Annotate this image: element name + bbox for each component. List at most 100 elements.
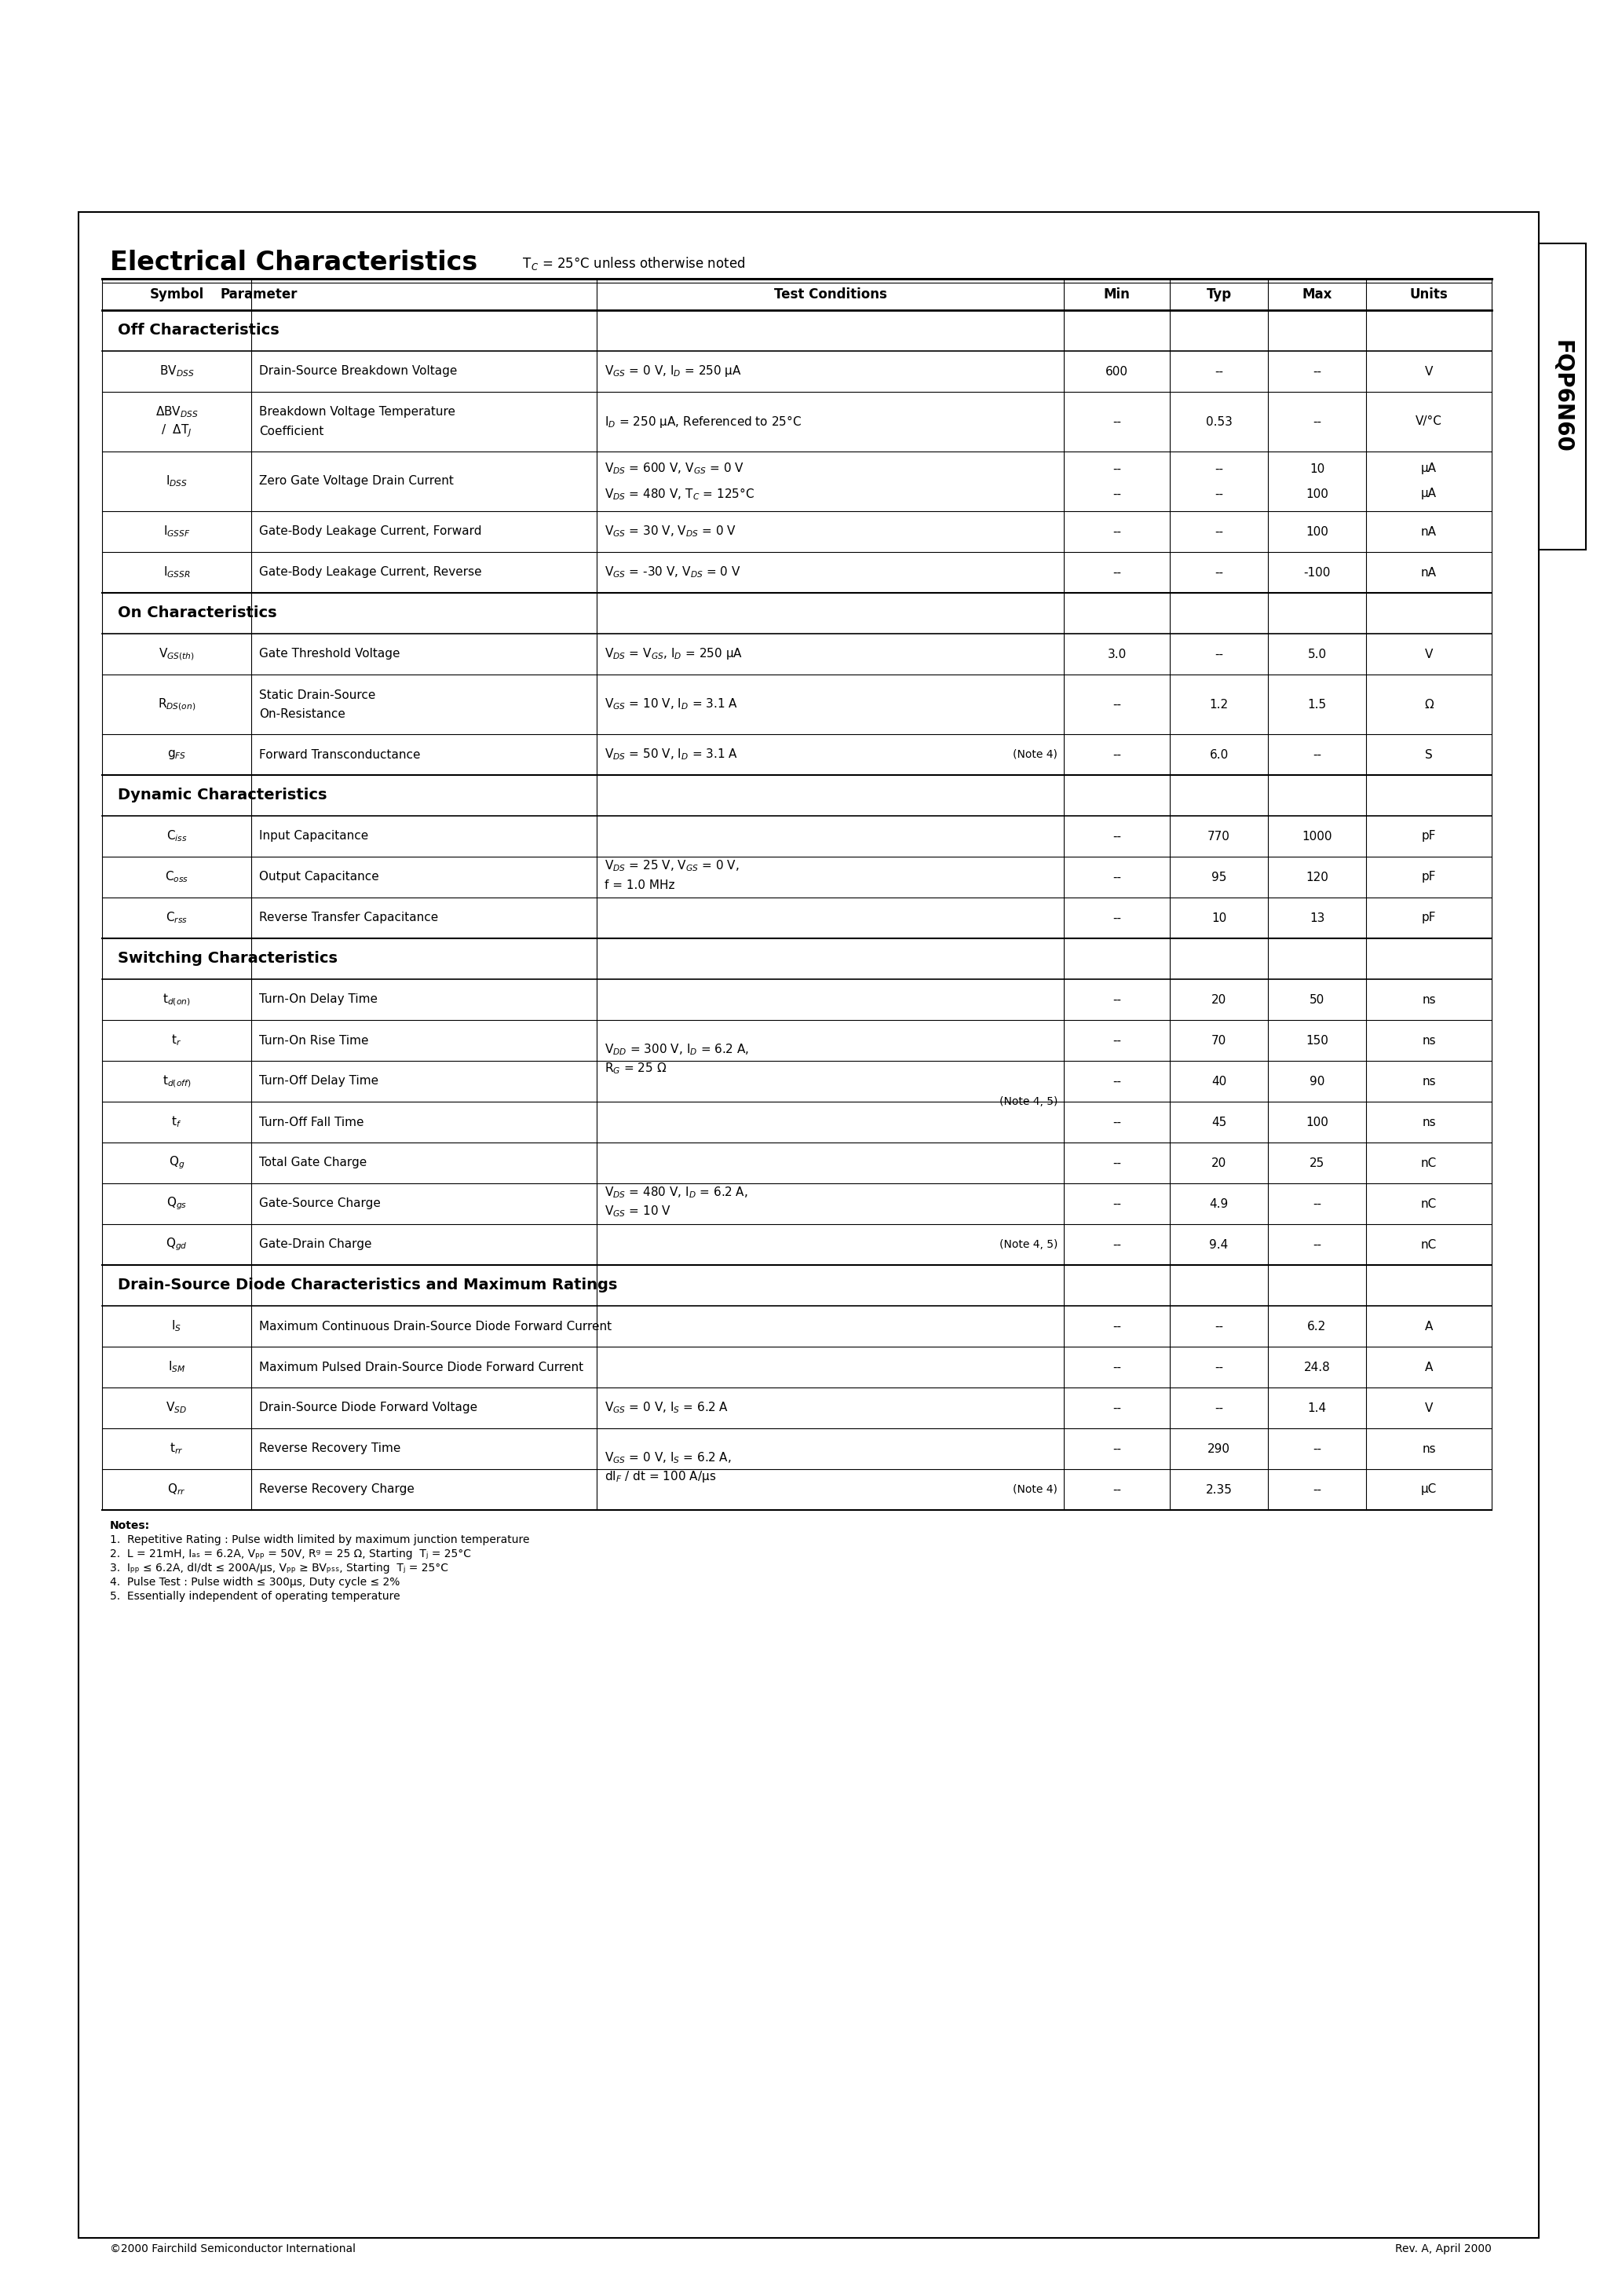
Text: Drain-Source Breakdown Voltage: Drain-Source Breakdown Voltage — [260, 365, 457, 377]
Text: t$_f$: t$_f$ — [172, 1116, 182, 1130]
Text: Dynamic Characteristics: Dynamic Characteristics — [118, 788, 328, 804]
Text: ns: ns — [1422, 1442, 1435, 1456]
Text: 1.  Repetitive Rating : Pulse width limited by maximum junction temperature: 1. Repetitive Rating : Pulse width limit… — [110, 1534, 529, 1545]
Text: --: -- — [1113, 489, 1121, 501]
Text: t$_r$: t$_r$ — [172, 1033, 182, 1047]
Text: --: -- — [1113, 1199, 1121, 1210]
Text: --: -- — [1113, 464, 1121, 475]
Text: Off Characteristics: Off Characteristics — [118, 324, 279, 338]
Text: 6.0: 6.0 — [1210, 748, 1228, 760]
Text: T$_C$ = 25°C unless otherwise noted: T$_C$ = 25°C unless otherwise noted — [511, 255, 746, 271]
Text: --: -- — [1113, 1116, 1121, 1127]
Text: Gate-Body Leakage Current, Reverse: Gate-Body Leakage Current, Reverse — [260, 567, 482, 579]
Text: Max: Max — [1302, 287, 1332, 301]
Text: I$_{GSSR}$: I$_{GSSR}$ — [162, 565, 190, 581]
Text: --: -- — [1215, 464, 1223, 475]
Text: --: -- — [1113, 994, 1121, 1006]
Text: pF: pF — [1421, 870, 1435, 884]
Text: ©2000 Fairchild Semiconductor International: ©2000 Fairchild Semiconductor Internatio… — [110, 2243, 355, 2255]
Text: Notes:: Notes: — [110, 1520, 151, 1531]
Text: μA: μA — [1421, 464, 1437, 475]
Text: 3.  Iₚₚ ≤ 6.2A, dI/dt ≤ 200A/μs, Vₚₚ ≥ BVₚₛₛ, Starting  Tⱼ = 25°C: 3. Iₚₚ ≤ 6.2A, dI/dt ≤ 200A/μs, Vₚₚ ≥ BV… — [110, 1564, 448, 1573]
Text: --: -- — [1215, 489, 1223, 501]
Text: V$_{GS}$ = 0 V, I$_S$ = 6.2 A: V$_{GS}$ = 0 V, I$_S$ = 6.2 A — [605, 1401, 728, 1414]
Text: --: -- — [1113, 1403, 1121, 1414]
Text: 50: 50 — [1309, 994, 1325, 1006]
Text: Drain-Source Diode Characteristics and Maximum Ratings: Drain-Source Diode Characteristics and M… — [118, 1279, 618, 1293]
Text: Coefficient: Coefficient — [260, 425, 324, 436]
Text: --: -- — [1113, 912, 1121, 923]
Text: 100: 100 — [1306, 489, 1328, 501]
Text: f = 1.0 MHz: f = 1.0 MHz — [605, 879, 675, 891]
Text: --: -- — [1113, 1157, 1121, 1169]
Text: V$_{GS}$ = 10 V, I$_D$ = 3.1 A: V$_{GS}$ = 10 V, I$_D$ = 3.1 A — [605, 698, 738, 712]
Text: --: -- — [1215, 647, 1223, 659]
Text: Parameter: Parameter — [221, 287, 298, 301]
Text: Typ: Typ — [1207, 287, 1231, 301]
Text: 45: 45 — [1212, 1116, 1226, 1127]
Text: 100: 100 — [1306, 1116, 1328, 1127]
Text: --: -- — [1113, 1075, 1121, 1086]
Text: V$_{GS}$ = 30 V, V$_{DS}$ = 0 V: V$_{GS}$ = 30 V, V$_{DS}$ = 0 V — [605, 523, 736, 540]
Text: μC: μC — [1421, 1483, 1437, 1495]
Text: 20: 20 — [1212, 1157, 1226, 1169]
Text: (Note 4): (Note 4) — [1012, 1483, 1058, 1495]
Text: FQP6N60: FQP6N60 — [1551, 340, 1573, 452]
Text: dI$_F$ / dt = 100 A/μs: dI$_F$ / dt = 100 A/μs — [605, 1469, 717, 1486]
Text: Q$_{rr}$: Q$_{rr}$ — [167, 1483, 187, 1497]
Text: V$_{GS}$ = 0 V, I$_S$ = 6.2 A,: V$_{GS}$ = 0 V, I$_S$ = 6.2 A, — [605, 1451, 732, 1465]
Text: 600: 600 — [1106, 365, 1129, 377]
Text: 10: 10 — [1309, 464, 1325, 475]
Text: Maximum Pulsed Drain-Source Diode Forward Current: Maximum Pulsed Drain-Source Diode Forwar… — [260, 1362, 584, 1373]
Text: V$_{DS}$ = 50 V, I$_D$ = 3.1 A: V$_{DS}$ = 50 V, I$_D$ = 3.1 A — [605, 746, 738, 762]
Text: --: -- — [1312, 416, 1322, 427]
Text: Units: Units — [1410, 287, 1448, 301]
Text: 150: 150 — [1306, 1035, 1328, 1047]
Text: ns: ns — [1422, 994, 1435, 1006]
Text: --: -- — [1215, 365, 1223, 377]
Text: nC: nC — [1421, 1199, 1437, 1210]
Text: I$_{GSSF}$: I$_{GSSF}$ — [164, 523, 190, 540]
Text: 20: 20 — [1212, 994, 1226, 1006]
Text: 2.35: 2.35 — [1205, 1483, 1233, 1495]
Text: 0.53: 0.53 — [1205, 416, 1233, 427]
Text: V: V — [1424, 365, 1432, 377]
Text: --: -- — [1113, 1442, 1121, 1456]
Text: 1.4: 1.4 — [1307, 1403, 1327, 1414]
Text: pF: pF — [1421, 912, 1435, 923]
Text: Ω: Ω — [1424, 698, 1434, 709]
Text: Total Gate Charge: Total Gate Charge — [260, 1157, 367, 1169]
Text: 2.  L = 21mH, Iₐₛ = 6.2A, Vₚₚ = 50V, Rᵍ = 25 Ω, Starting  Tⱼ = 25°C: 2. L = 21mH, Iₐₛ = 6.2A, Vₚₚ = 50V, Rᵍ =… — [110, 1548, 470, 1559]
Text: Maximum Continuous Drain-Source Diode Forward Current: Maximum Continuous Drain-Source Diode Fo… — [260, 1320, 611, 1332]
Text: 290: 290 — [1207, 1442, 1229, 1456]
Text: -100: -100 — [1304, 567, 1330, 579]
Text: Gate Threshold Voltage: Gate Threshold Voltage — [260, 647, 401, 659]
Text: V: V — [1424, 647, 1432, 659]
Text: ΔBV$_{DSS}$: ΔBV$_{DSS}$ — [156, 404, 198, 420]
Text: V$_{GS}$ = 10 V: V$_{GS}$ = 10 V — [605, 1205, 672, 1219]
Text: 4.9: 4.9 — [1210, 1199, 1228, 1210]
Text: Q$_{gd}$: Q$_{gd}$ — [165, 1238, 188, 1254]
Text: --: -- — [1312, 1483, 1322, 1495]
Text: g$_{FS}$: g$_{FS}$ — [167, 748, 187, 760]
Text: Zero Gate Voltage Drain Current: Zero Gate Voltage Drain Current — [260, 475, 454, 487]
Text: Gate-Source Charge: Gate-Source Charge — [260, 1199, 381, 1210]
Text: Reverse Recovery Time: Reverse Recovery Time — [260, 1442, 401, 1456]
Text: A: A — [1424, 1362, 1432, 1373]
Text: --: -- — [1113, 1483, 1121, 1495]
Text: I$_S$: I$_S$ — [172, 1318, 182, 1334]
Text: Gate-Drain Charge: Gate-Drain Charge — [260, 1240, 371, 1251]
Text: --: -- — [1113, 698, 1121, 709]
Text: 770: 770 — [1207, 831, 1229, 843]
Text: BV$_{DSS}$: BV$_{DSS}$ — [159, 365, 195, 379]
Text: 6.2: 6.2 — [1307, 1320, 1327, 1332]
Text: 24.8: 24.8 — [1304, 1362, 1330, 1373]
Text: Turn-On Rise Time: Turn-On Rise Time — [260, 1035, 368, 1047]
Text: (Note 4, 5): (Note 4, 5) — [999, 1240, 1058, 1249]
Text: --: -- — [1113, 748, 1121, 760]
Text: Static Drain-Source: Static Drain-Source — [260, 689, 376, 700]
Text: V$_{GS}$ = 0 V, I$_D$ = 250 μA: V$_{GS}$ = 0 V, I$_D$ = 250 μA — [605, 365, 741, 379]
Text: Min: Min — [1103, 287, 1131, 301]
Text: t$_{d(off)}$: t$_{d(off)}$ — [162, 1075, 191, 1088]
Text: 13: 13 — [1309, 912, 1325, 923]
